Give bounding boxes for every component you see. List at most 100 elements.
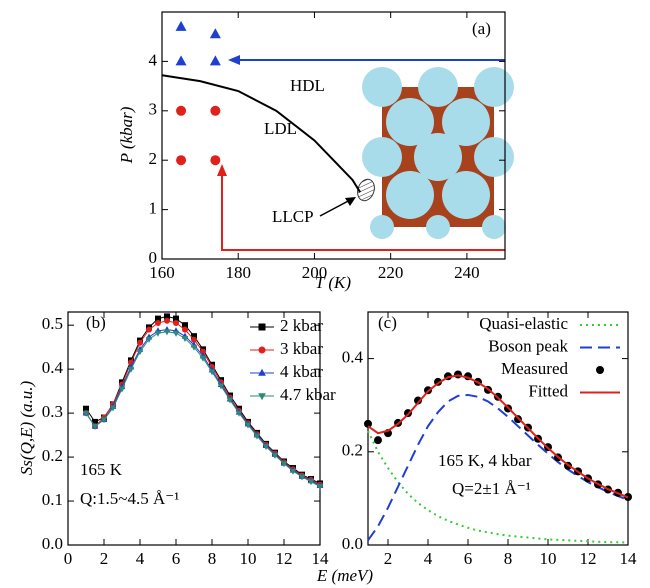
x-tick-label: 2 — [100, 549, 109, 568]
marker — [209, 28, 221, 39]
marker — [100, 417, 108, 424]
marker — [199, 355, 207, 362]
marker — [271, 452, 279, 459]
annotation: 165 K, 4 kbar — [438, 451, 532, 470]
marker — [226, 397, 234, 404]
marker — [91, 423, 99, 430]
annotation: (b) — [86, 313, 106, 332]
marker — [127, 366, 135, 373]
marker — [173, 315, 179, 322]
x-tick-label: 12 — [276, 549, 293, 568]
marker — [316, 484, 324, 491]
marker — [164, 317, 170, 324]
marker — [146, 326, 152, 333]
legend-label: Quasi-elastic — [479, 314, 568, 333]
marker — [374, 436, 382, 445]
annotation: LLCP — [272, 207, 314, 226]
legend-marker — [258, 346, 266, 354]
marker — [414, 396, 422, 405]
marker — [190, 344, 198, 351]
y-tick-label: 0.3 — [42, 402, 63, 421]
series-line — [367, 374, 629, 499]
marker — [83, 405, 89, 412]
marker — [253, 433, 261, 440]
annotation: (c) — [378, 313, 397, 332]
marker — [82, 410, 90, 417]
marker — [210, 155, 221, 166]
marker — [92, 418, 98, 425]
y-tick-label: 1 — [149, 199, 158, 218]
y-tick-label: 0.1 — [42, 490, 63, 509]
annotation: (a) — [472, 19, 491, 38]
marker — [209, 55, 221, 66]
y-tick-label: 0.2 — [342, 441, 363, 460]
marker — [136, 349, 144, 356]
marker — [155, 319, 161, 326]
marker — [244, 422, 252, 429]
marker — [175, 20, 187, 31]
marker — [109, 405, 117, 412]
x-tick-label: 10 — [540, 549, 557, 568]
y-tick-label: 0 — [149, 248, 158, 267]
marker — [208, 369, 216, 376]
marker — [307, 479, 315, 486]
marker — [137, 339, 143, 346]
x-tick-label: 220 — [378, 263, 404, 282]
y-axis-label: Ss(Q,E) (a.u.) — [17, 380, 36, 475]
axes-frame — [67, 311, 321, 546]
legend-label: Fitted — [528, 381, 568, 400]
axes-frame — [161, 11, 506, 260]
marker — [154, 330, 162, 337]
marker — [155, 315, 161, 322]
y-tick-label: 2 — [149, 149, 158, 168]
y-tick-label: 0.0 — [342, 534, 363, 553]
marker — [235, 410, 243, 417]
x-tick-label: 180 — [225, 263, 251, 282]
y-tick-label: 4 — [149, 50, 158, 69]
y-tick-label: 0.5 — [42, 314, 63, 333]
annotation: Q=2±1 Å⁻¹ — [452, 479, 531, 498]
x-tick-label: 240 — [454, 263, 480, 282]
marker — [176, 105, 187, 116]
marker — [210, 105, 221, 116]
marker — [182, 326, 188, 333]
marker — [280, 461, 288, 468]
marker — [176, 155, 187, 166]
series-line — [367, 430, 629, 544]
y-tick-label: 0.4 — [342, 348, 364, 367]
annotation: LDL — [264, 119, 297, 138]
series-line — [161, 74, 362, 193]
y-tick-label: 0.0 — [42, 534, 63, 553]
legend-label: Boson peak — [488, 336, 568, 355]
x-tick-label: 2 — [384, 549, 393, 568]
x-axis-label: E (meV) — [316, 566, 374, 585]
marker — [173, 319, 179, 326]
marker — [172, 330, 180, 337]
x-tick-label: 200 — [302, 263, 328, 282]
legend-label: Measured — [501, 359, 569, 378]
arrows — [217, 55, 505, 251]
marker — [182, 322, 188, 329]
annotation: Q:1.5~4.5 Å⁻¹ — [80, 489, 179, 508]
x-tick-label: 6 — [464, 549, 473, 568]
marker — [118, 386, 126, 393]
marker — [175, 55, 187, 66]
marker — [200, 348, 206, 355]
marker — [596, 366, 604, 374]
marker — [217, 383, 225, 390]
marker — [164, 313, 170, 320]
legend-marker — [258, 393, 266, 401]
marker — [298, 474, 306, 481]
x-tick-label: 12 — [580, 549, 597, 568]
marker — [145, 336, 153, 343]
x-tick-label: 0 — [64, 549, 73, 568]
x-tick-label: 14 — [312, 549, 330, 568]
x-tick-label: 4 — [136, 549, 145, 568]
marker — [181, 335, 189, 342]
marker — [191, 336, 197, 343]
marker — [364, 419, 372, 428]
marker — [262, 444, 270, 451]
x-tick-label: 4 — [424, 549, 433, 568]
legend-marker — [258, 323, 266, 331]
